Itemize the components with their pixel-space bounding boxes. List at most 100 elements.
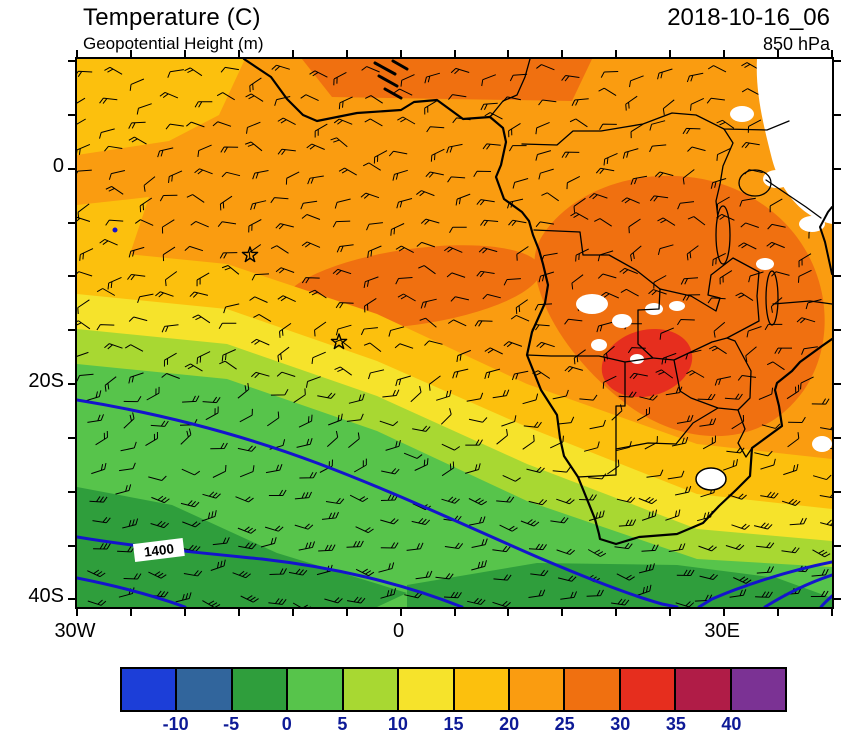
masked-terrain-layer [576,59,832,452]
axis-tick [291,50,294,57]
dense-barb-cluster [373,59,409,100]
temp-band-0-5 [77,364,832,607]
colorbar-cell [452,667,510,712]
lake-tanganyika [715,205,731,265]
height-contour-a2 [697,560,832,607]
east-coastline [819,206,832,275]
colorbar-cell [120,667,178,712]
terrain-mask-east-africa [756,59,832,224]
axis-tick [399,609,402,616]
axis-tick [561,609,564,616]
height-contour-se2 [819,594,832,607]
contour-label-bg [132,538,185,562]
temp-patch-cold-s [407,563,832,607]
terrain-mask-spot [812,436,832,452]
axis-tick [561,50,564,57]
axis-tick [345,50,348,57]
terrain-mask-spot [799,216,825,232]
terrain-mask-spot [612,314,632,328]
height-minimum-dot [112,227,118,233]
axis-tick [834,221,841,224]
axis-tick [669,609,672,616]
colorbar-tick-label: -10 [162,714,189,734]
axis-tick [68,329,75,332]
axis-tick [834,436,841,439]
border-western-rift [715,128,734,219]
contour-label-chip: 1400 [132,538,185,562]
y-axis-label: 20S [28,370,64,393]
axis-tick [291,609,294,616]
chart-meta: 2018-10-16_06 850 hPa [667,4,830,55]
colorbar-cell [175,667,233,712]
colorbar [120,667,788,712]
border-southafrica-mozambique [737,409,753,458]
axis-tick [777,50,780,57]
axis-tick [834,598,841,601]
axis-tick [68,598,75,601]
axis-tick [834,490,841,493]
colorbar-tick-label: 40 [721,714,742,734]
axis-tick [831,50,833,57]
axis-tick [68,490,75,493]
axis-tick [68,221,75,224]
colorbar-tick-label: -5 [223,714,240,734]
colorbar-cell [286,667,344,712]
axis-tick [507,609,510,616]
colorbar-tick-label: 25 [554,714,575,734]
axis-tick [399,50,402,57]
border-tanzania-mozambique [772,300,832,305]
axis-tick [237,50,240,57]
axis-tick [669,50,672,57]
x-axis-label: 30E [704,620,740,642]
colorbar-cell [230,667,289,712]
axis-tick [723,50,726,57]
axis-tick [615,609,618,616]
axis-tick [68,113,75,116]
colorbar-cell [618,667,677,712]
terrain-mask-spot [730,106,754,122]
axis-tick [68,544,75,547]
axis-tick [68,275,75,278]
lake-malawi [765,270,779,326]
height-contour-se1 [763,573,832,607]
colorbar-cell [674,667,732,712]
axis-tick [834,383,841,386]
axis-tick [777,609,780,616]
x-axis-label: 30W [54,620,96,642]
axis-tick [183,50,186,57]
terrain-mask-spot [630,354,644,364]
colorbar-cell [563,667,621,712]
terrain-mask-spot [763,170,791,188]
axis-tick [237,609,240,616]
temp-patch-15-20-nw [77,59,245,155]
border-botswana-southafrica [615,407,719,450]
axis-tick [68,167,75,170]
colorbar-tick-label: 20 [499,714,520,734]
colorbar-cell [341,667,400,712]
terrain-mask-spot [591,339,607,351]
colorbar-tick-label: 5 [337,714,348,734]
colorbar-cell [397,667,455,712]
y-axis-label: 40S [28,585,64,608]
axis-tick [183,609,186,616]
colorbar-cell [507,667,566,712]
colorbar-tick-label: 15 [443,714,464,734]
axis-tick [68,436,75,439]
axis-tick [834,275,841,278]
axis-tick [129,609,132,616]
terrain-mask-spot [756,258,774,270]
axis-tick [76,50,78,57]
border-central-africa [521,112,790,146]
axis-tick [453,50,456,57]
coastline-border-layer [242,59,832,546]
axis-tick [834,544,841,547]
colorbar-cell [729,667,788,712]
border-angola-namibia [526,354,654,363]
axis-tick [453,609,456,616]
datetime-label: 2018-10-16_06 [667,4,830,31]
height-contour-sw [77,576,187,607]
axis-tick [834,329,841,332]
height-contour-a [77,398,679,607]
border-zambia [637,257,760,361]
axis-tick [834,113,841,116]
